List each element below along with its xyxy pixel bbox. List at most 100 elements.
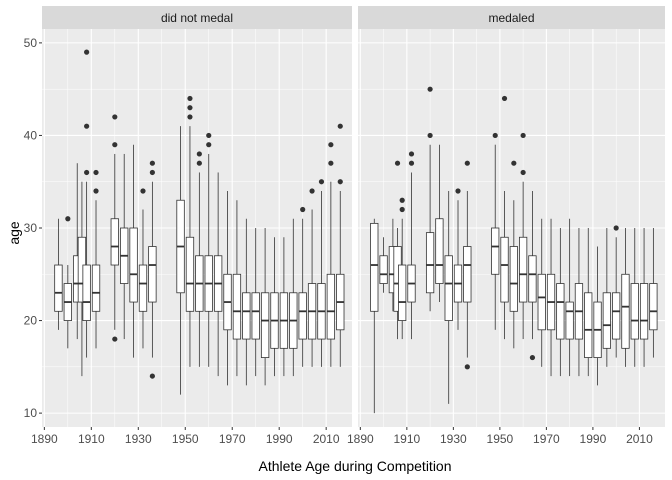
x-tick-label: 1970 [219,432,246,446]
box-body [398,264,407,321]
facet-strip [42,6,352,29]
outlier-point [455,188,461,194]
box [251,228,260,377]
box [593,246,602,386]
outlier-point [84,169,90,176]
outlier-point [206,142,212,148]
box [185,95,195,367]
box-body [528,255,537,303]
box-body [509,246,518,312]
box-body [129,227,138,303]
box-body [298,292,307,340]
x-tick-label: 1910 [393,432,420,446]
outlier-point [93,169,99,176]
box [574,228,584,377]
outlier-point [394,160,401,166]
outlier-point [408,160,415,166]
outlier-point [337,179,343,185]
box [298,206,307,367]
outlier-point [464,364,470,370]
box-body [185,236,195,312]
outlier-point [149,169,155,176]
box-body [612,292,621,340]
box [556,228,565,377]
box [213,172,223,377]
outlier-point [399,206,405,213]
box [425,86,435,312]
x-tick-label: 1930 [125,432,152,446]
outlier-point [309,188,315,194]
box-body [251,292,260,340]
box-body [242,292,251,340]
box-body [425,232,435,294]
box [82,49,91,358]
box [129,144,138,358]
box [336,123,345,367]
box-body [444,255,453,321]
outlier-point [501,95,508,102]
outlier-point [140,188,146,194]
box [649,228,658,358]
y-axis-title: age [6,221,22,245]
box [621,228,630,367]
box-body [630,283,639,340]
box [453,188,463,330]
box-body [260,292,270,358]
outlier-point [300,206,306,213]
y-axis: 10 20 30 40 50 [24,36,42,420]
facet-panel: medaled [358,6,665,427]
outlier-point [492,132,498,139]
x-axis: 1890 1910 1930 1950 1970 1990 2010 1890 1910 1930… [31,427,653,446]
box-body [491,227,500,275]
box-body [148,246,157,303]
box-body [565,301,574,340]
outlier-point [196,151,202,157]
box [444,190,453,404]
facet-panel: did not medal [42,6,352,427]
box-body [435,218,444,284]
x-tick-label: 2010 [626,432,653,446]
box-body [91,264,101,312]
y-tick-label: 50 [24,36,38,50]
box [639,228,649,367]
outlier-point [149,373,155,379]
box [630,228,639,367]
box-body [463,246,472,303]
box [509,160,518,349]
box [204,132,213,367]
y-tick-label: 10 [24,406,38,420]
x-tick-label: 1970 [533,432,560,446]
box [63,216,72,349]
outlier-point [206,132,212,139]
box [500,95,509,340]
outlier-point [112,336,118,342]
outlier-point [187,105,193,111]
box [584,228,593,377]
outlier-point [65,216,71,222]
facet-strip-label: medaled [488,11,534,25]
box-body [639,283,649,340]
facet-strip-label: did not medal [161,11,233,25]
facet-panels: did not medal medaled [42,6,665,427]
outlier-point [511,160,517,166]
outlier-point [318,179,325,185]
box [91,169,101,349]
box [270,237,279,377]
x-tick-label: 1990 [266,432,293,446]
box-body [500,236,509,303]
box [54,218,63,330]
x-tick-label: 1950 [172,432,199,446]
outlier-point [427,86,433,92]
y-tick-label: 30 [24,221,38,235]
box [491,132,500,330]
outlier-point [328,160,334,166]
box-body [621,273,630,349]
box [317,179,326,367]
box [612,225,621,358]
outlier-point [427,132,433,139]
box-body [379,255,388,284]
box [370,218,379,414]
box [176,126,185,395]
box [289,218,298,377]
